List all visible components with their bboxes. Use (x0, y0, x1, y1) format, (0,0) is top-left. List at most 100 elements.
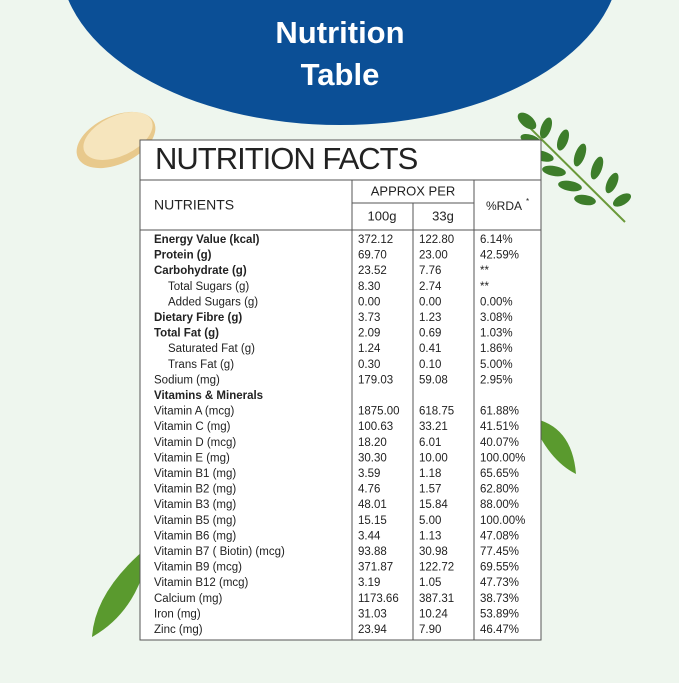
nutrient-value: 7.76 (419, 265, 441, 277)
nutrient-value: 65.65% (480, 468, 519, 480)
nutrient-value: 53.89% (480, 608, 519, 620)
title-line: Table (301, 57, 380, 92)
nutrient-name: Vitamin B5 (mg) (154, 515, 236, 527)
nutrient-value: 48.01 (358, 499, 387, 511)
nutrient-value: 122.80 (419, 234, 454, 246)
nutrient-value: 4.76 (358, 484, 380, 496)
nutrient-value: 3.08% (480, 312, 513, 324)
nutrient-value: 122.72 (419, 562, 454, 574)
nutrient-value: 100.00% (480, 515, 525, 527)
leaf (92, 545, 150, 637)
nutrient-value: 179.03 (358, 374, 393, 386)
title-line: Nutrition (275, 15, 404, 50)
nutrient-name: Vitamin B1 (mg) (154, 468, 236, 480)
nutrient-value: 8.30 (358, 281, 380, 293)
nutrient-value: 59.08 (419, 374, 448, 386)
nutrient-value: 23.94 (358, 624, 387, 636)
nutrient-value: 0.41 (419, 343, 441, 355)
nutrient-name: Dietary Fibre (g) (154, 312, 242, 324)
nutrient-name: Vitamin B12 (mcg) (154, 577, 249, 589)
root-slice (76, 111, 156, 169)
nutrient-value: 69.70 (358, 250, 387, 262)
nutrient-name: Total Sugars (g) (168, 281, 249, 293)
nutrient-name: Vitamin E (mg) (154, 452, 230, 464)
table-heading: NUTRITION FACTS (155, 141, 418, 176)
nutrient-value: ** (480, 281, 489, 293)
nutrient-name: Vitamin B7 ( Biotin) (mcg) (154, 546, 285, 558)
nutrient-value: 0.00 (358, 296, 380, 308)
header-banner (68, 0, 612, 125)
column-header: NUTRIENTS (154, 197, 234, 213)
nutrient-value: 1.05 (419, 577, 441, 589)
nutrient-name: Saturated Fat (g) (168, 343, 255, 355)
nutrient-value: 23.00 (419, 250, 448, 262)
nutrient-value: 1.13 (419, 530, 441, 542)
nutrient-name: Vitamin A (mcg) (154, 406, 234, 418)
nutrient-value: 41.51% (480, 421, 519, 433)
nutrient-value: 3.59 (358, 468, 380, 480)
nutrient-value: 387.31 (419, 593, 454, 605)
nutrient-name: Sodium (mg) (154, 374, 220, 386)
nutrient-value: 371.87 (358, 562, 393, 574)
nutrient-value: 38.73% (480, 593, 519, 605)
nutrient-value: 7.90 (419, 624, 441, 636)
nutrient-value: 2.95% (480, 374, 513, 386)
table-body: Energy Value (kcal) 372.12 122.80 6.14% Prot… (154, 234, 525, 636)
nutrient-name: Vitamin B6 (mg) (154, 530, 236, 542)
nutrient-value: 23.52 (358, 265, 387, 277)
nutrient-name: Added Sugars (g) (168, 296, 258, 308)
nutrient-value: 77.45% (480, 546, 519, 558)
nutrient-value: 1875.00 (358, 406, 400, 418)
footnote-mark: * (526, 197, 529, 206)
nutrient-name: Vitamins & Minerals (154, 390, 263, 402)
nutrient-value: 31.03 (358, 608, 387, 620)
nutrient-name: Protein (g) (154, 250, 212, 262)
nutrient-value: 6.01 (419, 437, 441, 449)
nutrient-value: 0.30 (358, 359, 380, 371)
nutrient-value: 3.19 (358, 577, 380, 589)
nutrient-value: 1.57 (419, 484, 441, 496)
nutrient-value: 0.69 (419, 328, 441, 340)
nutrient-value: 1173.66 (358, 593, 399, 605)
nutrient-value: 1.86% (480, 343, 513, 355)
nutrient-value: 1.18 (419, 468, 441, 480)
nutrient-value: 15.84 (419, 499, 448, 511)
column-header: APPROX PER (371, 183, 456, 198)
nutrient-name: Vitamin B3 (mg) (154, 499, 236, 511)
nutrient-value: 3.73 (358, 312, 380, 324)
leaf (531, 418, 576, 474)
nutrient-value: 33.21 (419, 421, 448, 433)
nutrient-value: 10.24 (419, 608, 448, 620)
nutrient-value: 2.74 (419, 281, 442, 293)
nutrient-value: 46.47% (480, 624, 519, 636)
nutrient-name: Trans Fat (g) (168, 359, 234, 371)
nutrient-value: 0.10 (419, 359, 441, 371)
nutrient-value: 618.75 (419, 406, 454, 418)
nutrient-name: Carbohydrate (g) (154, 265, 247, 277)
nutrient-name: Energy Value (kcal) (154, 234, 260, 246)
nutrient-value: 93.88 (358, 546, 387, 558)
nutrient-name: Vitamin B2 (mg) (154, 484, 236, 496)
column-header: %RDA (486, 199, 522, 213)
nutrient-value: 88.00% (480, 499, 519, 511)
nutrient-name: Vitamin C (mg) (154, 421, 231, 433)
nutrient-value: 2.09 (358, 328, 380, 340)
nutrient-value: 6.14% (480, 234, 513, 246)
nutrient-value: 62.80% (480, 484, 519, 496)
nutrient-value: 18.20 (358, 437, 387, 449)
nutrient-name: Zinc (mg) (154, 624, 203, 636)
nutrient-name: Iron (mg) (154, 608, 201, 620)
nutrient-value: 15.15 (358, 515, 387, 527)
nutrient-value: ** (480, 265, 489, 277)
nutrient-value: 5.00% (480, 359, 513, 371)
nutrient-value: 30.98 (419, 546, 448, 558)
nutrient-value: 1.03% (480, 328, 513, 340)
nutrient-value: 3.44 (358, 530, 381, 542)
nutrient-name: Calcium (mg) (154, 593, 223, 605)
nutrient-value: 42.59% (480, 250, 519, 262)
nutrient-value: 30.30 (358, 452, 387, 464)
nutrient-value: 1.24 (358, 343, 381, 355)
nutrient-value: 372.12 (358, 234, 393, 246)
column-header: 33g (432, 208, 454, 223)
